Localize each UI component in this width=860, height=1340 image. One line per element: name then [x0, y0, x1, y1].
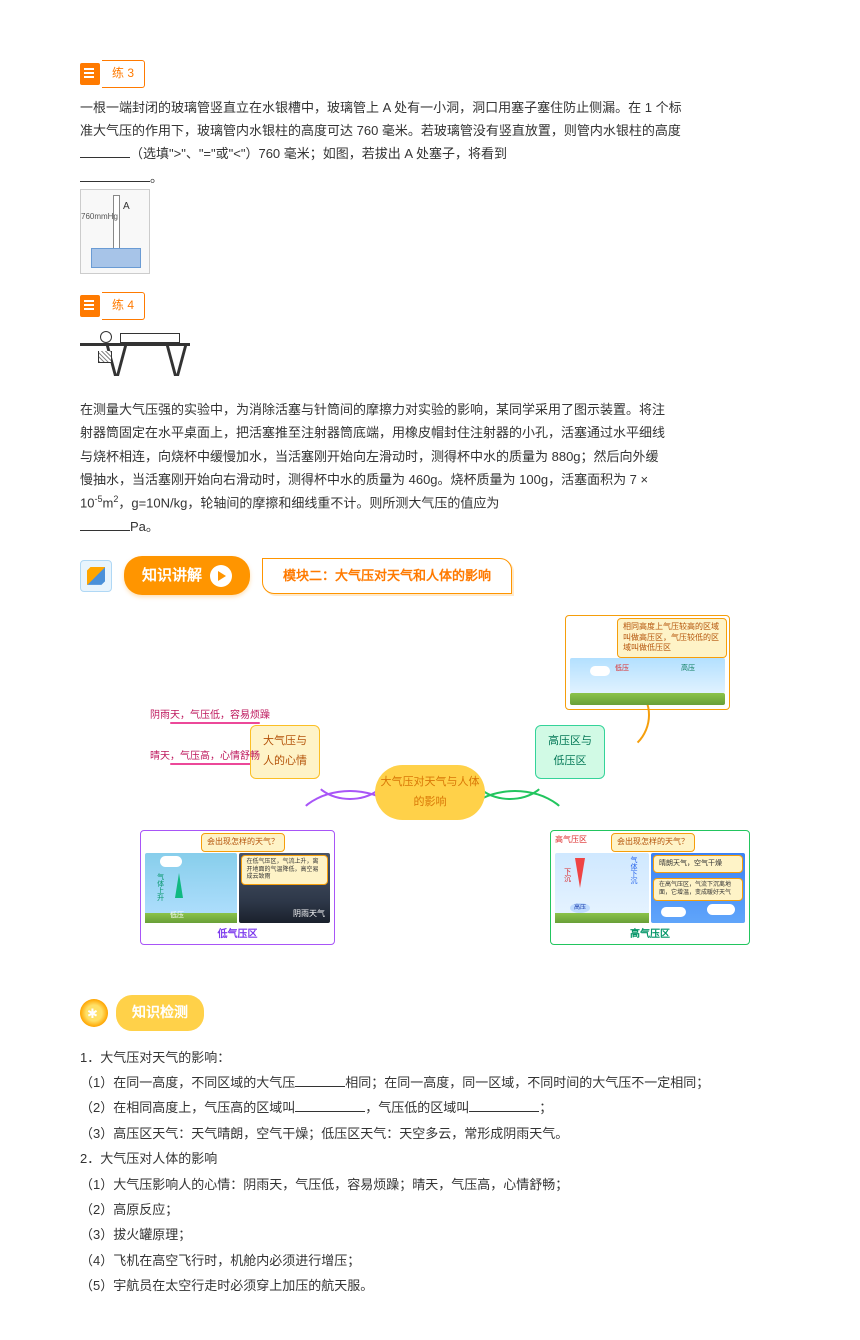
mm-rb-text2: 在高气压区，气流下沉离地面，它增温，变成暖好天气: [653, 878, 743, 900]
q1-1a: （1）在同一高度，不同区域的大气压: [80, 1075, 295, 1090]
ex3-text-3: 。: [150, 170, 163, 185]
q1-2a: （2）在相同高度上，气压高的区域叫: [80, 1100, 295, 1115]
q1-1b: 相同；在同一高度，同一区域，不同时间的大气压不一定相同；: [345, 1075, 709, 1090]
ground: [555, 913, 649, 923]
ex4-text-2: Pa。: [130, 519, 159, 534]
mm-rt-callout: 相同高度上气压较高的区域叫做高压区，气压较低的区域叫做低压区: [617, 618, 727, 657]
mm-image-topright: 相同高度上气压较高的区域叫做高压区，气压较低的区域叫做低压区 高压 低压: [565, 615, 730, 710]
exercise-4-tag: 练 4: [80, 292, 145, 320]
sky-blue-clouds: 晴朗天气，空气干燥 在高气压区，气流下沉离地面，它增温，变成暖好天气: [651, 853, 745, 923]
syringe-body: [120, 333, 180, 343]
mm-center-node: 大气压对天气与人体的影响: [375, 765, 485, 820]
high-p-label: 高压: [570, 903, 590, 913]
cloud-icon: [707, 904, 735, 915]
exercise-4-text: 在测量大气压强的实验中，为消除活塞与针筒间的摩擦力对实验的影响，某同学采用了图示…: [80, 398, 780, 539]
ex3-text-2: （选填">"、"="或"<"）760 毫米；如图，若拔出 A 处塞子，将看到: [130, 146, 507, 161]
mm-right-node: 高压区与低压区: [535, 725, 605, 779]
exercise-3-body: 一根一端封闭的玻璃管竖直立在水银槽中，玻璃管上 A 处有一小洞，洞口用塞子塞住防…: [80, 96, 780, 275]
blank: [469, 1096, 539, 1112]
ground: [145, 913, 237, 923]
table-leg: [116, 346, 127, 376]
exercise-3-tag: 练 3: [80, 60, 145, 88]
section-badge: 知识讲解: [124, 556, 250, 595]
ex4-m: m: [102, 496, 113, 511]
q1-3: （3）高压区天气：天气晴朗，空气干燥；低压区天气：天空多云，常形成阴雨天气。: [80, 1122, 780, 1145]
mm-rt-low: 低压: [615, 663, 629, 676]
bulb-icon: [80, 999, 108, 1027]
play-icon: [210, 565, 232, 587]
figure-syringe-setup: [80, 323, 190, 393]
mm-lb-bubble: 会出现怎样的天气？: [201, 833, 285, 851]
pulley: [100, 331, 112, 343]
arrow-up-label: 气体上升: [153, 873, 166, 901]
table-leg: [176, 346, 187, 376]
exercise-3-label: 练 3: [102, 60, 145, 88]
blank: [295, 1096, 365, 1112]
q1-2b: ，气压低的区域叫: [365, 1100, 469, 1115]
q2: 2．大气压对人体的影响: [80, 1147, 780, 1170]
mm-rb-caption: 高气压区: [555, 926, 745, 944]
mm-lb-text: 在低气压区，气流上升，离开地面的气温降低，高空易成云致雨: [241, 855, 329, 885]
rain-label: 阴雨天气: [293, 907, 325, 921]
q1-1: （1）在同一高度，不同区域的大气压 相同；在同一高度，同一区域，不同时间的大气压不…: [80, 1071, 780, 1094]
ex3-text-1: 一根一端封闭的玻璃管竖直立在水银槽中，玻璃管上 A 处有一小洞，洞口用塞子塞住防…: [80, 100, 682, 138]
mm-left-text-1: 阴雨天，气压低，容易烦躁: [150, 707, 270, 725]
figure-mercury-tube: 760mmHg: [80, 189, 150, 274]
mm-image-bottomright: 高气压区 会出现怎样的天气？ 下沉 气体下沉 高压 晴朗天气，空气干燥 在高气压…: [550, 830, 750, 945]
blank: [80, 166, 150, 182]
down-arrow-icon: [575, 858, 585, 888]
q2-5: （5）宇航员在太空行走时必须穿上加压的航天服。: [80, 1274, 780, 1297]
q2-2: （2）高原反应；: [80, 1198, 780, 1221]
mercury-trough: [91, 248, 141, 268]
notebook-icon: [80, 63, 100, 85]
exercise-3-text: 一根一端封闭的玻璃管竖直立在水银槽中，玻璃管上 A 处有一小洞，洞口用塞子塞住防…: [80, 96, 780, 190]
cup: [98, 351, 112, 363]
ground: [570, 693, 725, 705]
q1: 1．大气压对天气的影响：: [80, 1046, 780, 1069]
section-icon-box: [80, 560, 112, 592]
exercise-4-label: 练 4: [102, 292, 145, 320]
mindmap: 大气压对天气与人体的影响 大气压与人的心情 高压区与低压区 阴雨天，气压低，容易…: [110, 615, 750, 965]
down-label: 下沉: [560, 868, 573, 882]
blank: [80, 142, 130, 158]
check-header: 知识检测: [80, 995, 780, 1030]
mm-lb-caption: 低气压区: [145, 926, 330, 944]
q2-1: （1）大气压影响人的心情：阴雨天，气压低，容易烦躁；晴天，气压高，心情舒畅；: [80, 1173, 780, 1196]
blank: [295, 1071, 345, 1087]
tube-height-label: 760mmHg: [81, 210, 118, 224]
cloud-icon: [590, 666, 610, 676]
mm-rb-bubble: 会出现怎样的天气？: [611, 833, 695, 851]
qt-label: 气体下沉: [626, 856, 639, 884]
hq-label: 高气压区: [555, 833, 587, 847]
notebook-icon: [80, 295, 100, 317]
blank: [80, 515, 130, 531]
ex4-text-1c: ，g=10N/kg，轮轴间的摩擦和细线重不计。则所测大气压的值应为: [118, 496, 499, 511]
cloud-icon: [160, 856, 182, 867]
sky-clear: 气体上升 低压: [145, 853, 237, 923]
cloud-icon: [661, 907, 686, 917]
section-header: 知识讲解 模块二：大气压对天气和人体的影响: [80, 556, 780, 595]
section-title: 知识讲解: [142, 562, 202, 589]
check-content: 1．大气压对天气的影响： （1）在同一高度，不同区域的大气压 相同；在同一高度，同…: [80, 1046, 780, 1298]
exercise-4-body: 在测量大气压强的实验中，为消除活塞与针筒间的摩擦力对实验的影响，某同学采用了图示…: [80, 328, 780, 539]
section-subtitle: 模块二：大气压对天气和人体的影响: [262, 558, 512, 593]
q2-4: （4）飞机在高空飞行时，机舱内必须进行增压；: [80, 1249, 780, 1272]
q1-2c: ；: [539, 1100, 552, 1115]
check-title: 知识检测: [116, 995, 204, 1030]
up-arrow-icon: [175, 873, 183, 898]
mm-rb-text: 晴朗天气，空气干燥: [653, 855, 743, 872]
low-p-label: 低压: [170, 910, 184, 923]
table-surface: [80, 343, 190, 346]
q2-3: （3）拔火罐原理；: [80, 1223, 780, 1246]
table-leg: [166, 346, 177, 376]
sky-storm: 在低气压区，气流上升，离开地面的气温降低，高空易成云致雨 阴雨天气: [239, 853, 331, 923]
pencil-icon: [87, 567, 105, 585]
mm-left-text-2: 晴天，气压高，心情舒畅: [150, 748, 260, 766]
mm-image-bottomleft: 会出现怎样的天气？ 气体上升 低压 在低气压区，气流上升，离开地面的气温降低，高…: [140, 830, 335, 945]
mm-rt-high: 高压: [681, 663, 695, 676]
q1-2: （2）在相同高度上，气压高的区域叫 ，气压低的区域叫 ；: [80, 1096, 780, 1119]
sky-high-pressure: 下沉 气体下沉 高压: [555, 853, 649, 923]
ex4-text-1: 在测量大气压强的实验中，为消除活塞与针筒间的摩擦力对实验的影响，某同学采用了图示…: [80, 402, 665, 511]
mm-left-node: 大气压与人的心情: [250, 725, 320, 779]
